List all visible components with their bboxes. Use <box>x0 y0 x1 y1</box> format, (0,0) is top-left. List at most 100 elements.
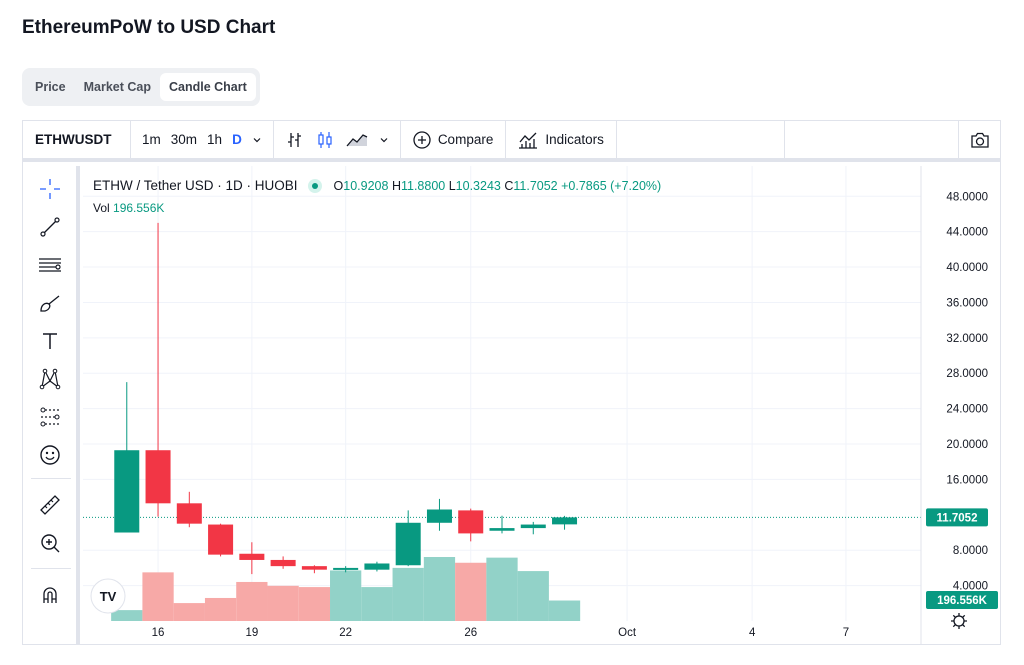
time-tick-label: 4 <box>749 627 756 639</box>
text-icon[interactable] <box>37 328 63 354</box>
volume-badge-bg <box>926 591 998 609</box>
volume-bar <box>298 587 331 621</box>
ruler-icon[interactable] <box>37 492 63 518</box>
candle-style-icon[interactable] <box>310 130 340 150</box>
candle-body <box>239 553 265 560</box>
volume-bar <box>455 562 487 621</box>
low-label: L <box>448 178 456 193</box>
zoom-in-icon[interactable] <box>37 530 63 556</box>
volume-bar <box>330 570 362 621</box>
interval-d[interactable]: D <box>232 132 242 147</box>
indicators-button[interactable]: Indicators <box>506 121 617 158</box>
volume-bar <box>267 585 299 621</box>
candle-body <box>426 509 452 523</box>
crosshair-icon[interactable] <box>37 176 63 202</box>
chart-style-group <box>274 121 401 158</box>
volume-badge-label: 196.556K <box>937 595 988 607</box>
interval-group: 1m 30m 1h D <box>131 121 274 158</box>
camera-icon[interactable] <box>958 121 1000 158</box>
time-axis: 16 19 22 26 Oct 4 7 <box>152 627 850 639</box>
volume-bar <box>142 572 174 621</box>
chart-type-tabs: Price Market Cap Candle Chart <box>22 68 260 106</box>
market-status-icon <box>307 178 322 193</box>
brush-icon[interactable] <box>37 290 63 316</box>
candle-body <box>458 510 484 534</box>
interval-30m[interactable]: 30m <box>170 132 198 147</box>
time-tick-label: 26 <box>464 627 477 639</box>
tab-price[interactable]: Price <box>35 80 66 94</box>
chevron-down-icon[interactable] <box>374 135 394 145</box>
gear-icon <box>951 613 967 629</box>
candle-body <box>552 517 578 525</box>
pattern-icon[interactable] <box>37 366 63 392</box>
volume-label: Vol <box>93 201 110 215</box>
open-value: 10.9208 <box>343 178 389 193</box>
last-price-badge-label: 11.7052 <box>937 512 978 524</box>
fib-icon[interactable] <box>37 252 63 278</box>
prediction-icon[interactable] <box>37 404 63 430</box>
candle-body <box>395 522 421 566</box>
volume-bars <box>111 557 581 621</box>
toolbar-spacer <box>617 121 785 158</box>
price-tick-label: 36.0000 <box>946 297 988 309</box>
volume-bar <box>423 557 456 621</box>
candle-body <box>301 566 327 570</box>
tradingview-logo-icon: TV <box>90 578 126 614</box>
compare-button[interactable]: Compare <box>401 121 507 158</box>
tab-market-cap[interactable]: Market Cap <box>83 80 151 94</box>
symbol-search-button[interactable]: ETHWUSDT <box>23 121 131 158</box>
price-tick-label: 20.0000 <box>946 439 988 451</box>
candle-body <box>114 450 140 533</box>
interval-1m[interactable]: 1m <box>142 132 161 147</box>
candle-body <box>145 450 171 504</box>
candle-body <box>333 567 359 570</box>
area-style-icon[interactable] <box>340 130 374 150</box>
legend-ohlc: O10.9208 H11.8800 L10.3243 C11.7052 +0.7… <box>334 179 662 193</box>
emoji-icon[interactable] <box>37 442 63 468</box>
change-value: +0.7865 (+7.20%) <box>561 178 662 193</box>
bar-style-icon[interactable] <box>280 130 310 150</box>
candle-body <box>364 563 390 570</box>
tab-candle-chart[interactable]: Candle Chart <box>159 73 256 101</box>
candle-body <box>176 503 202 524</box>
svg-text:TV: TV <box>100 589 117 604</box>
price-axis: 48.0000 44.0000 40.0000 36.0000 32.0000 28.00… <box>926 191 998 609</box>
volume-badge: 196.556K <box>926 591 998 609</box>
volume-legend: Vol 196.556K <box>93 201 164 215</box>
price-tick-label: 24.0000 <box>946 404 988 416</box>
volume-bar <box>204 597 237 621</box>
close-value: 11.7052 <box>513 178 558 193</box>
chart-toolbar: ETHWUSDT 1m 30m 1h D <box>23 121 1000 162</box>
candle-chart[interactable]: 48.0000 4 4.0000 40.0000 36.0000 32.0000 28.00… <box>83 166 1000 644</box>
price-tick-label: 16.0000 <box>946 474 988 486</box>
magnet-icon[interactable] <box>37 582 63 608</box>
candle-body <box>489 528 515 531</box>
time-tick-label: 22 <box>339 627 352 639</box>
close-label: C <box>504 178 514 193</box>
price-tick-label: 4.0000 <box>953 581 988 593</box>
volume-bar <box>361 587 393 621</box>
price-tick-label: 48.0000 <box>946 191 988 203</box>
chart-widget: ETHWUSDT 1m 30m 1h D <box>22 120 1001 645</box>
open-label: O <box>333 178 344 193</box>
toolbar-divider <box>31 478 71 479</box>
high-label: H <box>391 178 401 193</box>
drawing-toolbar <box>23 166 80 644</box>
page-title: EthereumPoW to USD Chart <box>22 17 276 38</box>
legend-symbol[interactable]: ETHW / Tether USD · 1D · HUOBI <box>93 178 298 193</box>
trendline-icon[interactable] <box>37 214 63 240</box>
interval-1h[interactable]: 1h <box>207 132 223 147</box>
volume-bar <box>517 571 549 621</box>
price-tick-label: 28.0000 <box>946 368 988 380</box>
price-tick-label: 40.0000 <box>946 262 988 274</box>
toolbar-divider <box>31 568 71 569</box>
volume-bar <box>236 581 268 621</box>
indicators-icon <box>512 130 544 150</box>
last-price-badge: 11.7052 <box>926 508 988 527</box>
chevron-down-icon[interactable] <box>247 135 267 145</box>
volume-bar <box>111 610 143 621</box>
price-tick-label: 32.0000 <box>946 333 988 345</box>
compare-label: Compare <box>437 132 494 147</box>
volume-bar <box>486 557 518 621</box>
volume-bar <box>392 567 424 621</box>
